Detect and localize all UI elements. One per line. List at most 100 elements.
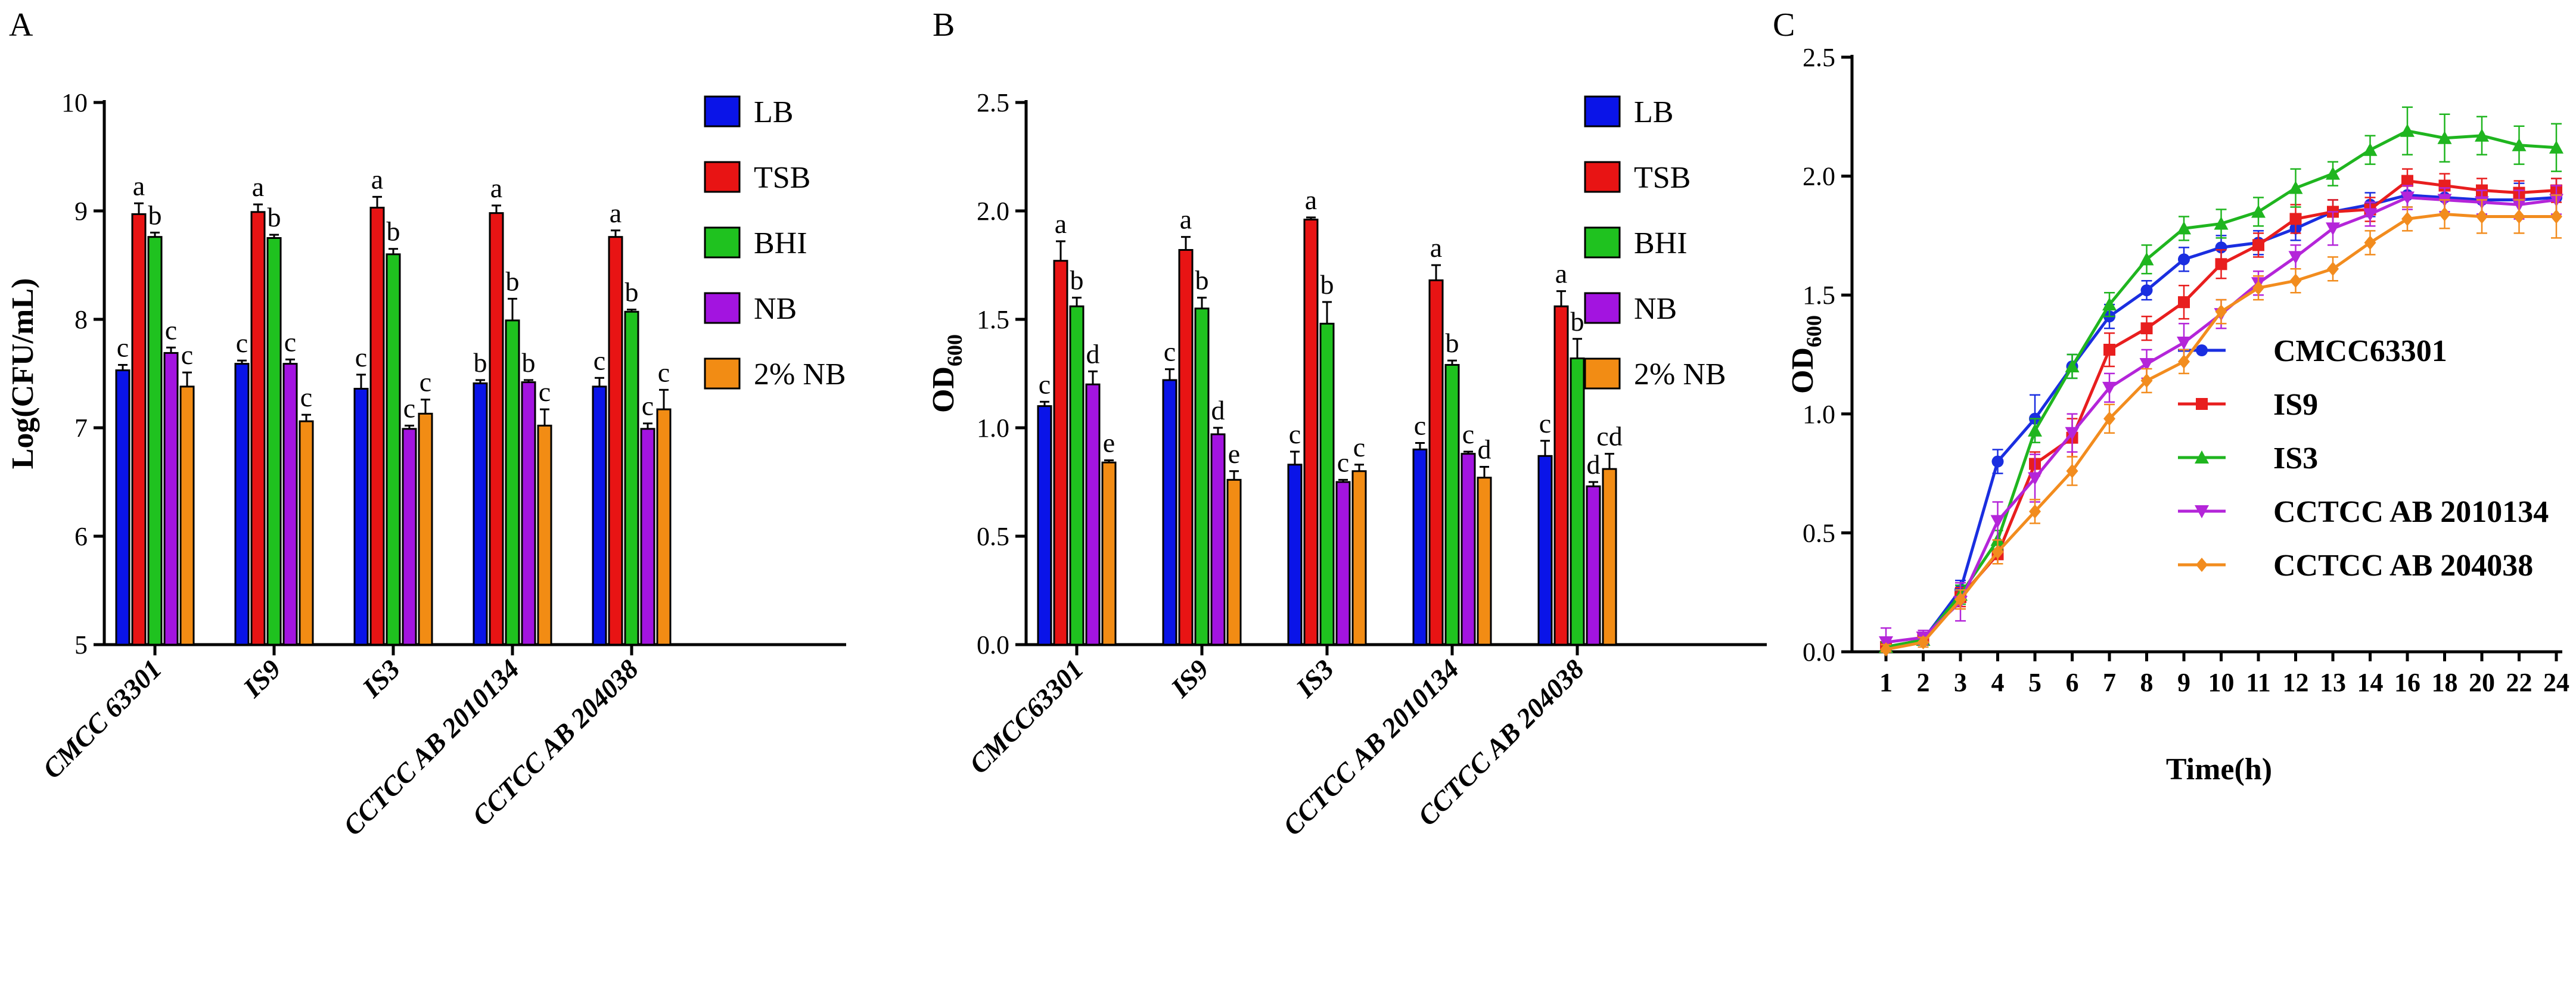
data-point bbox=[2251, 204, 2266, 218]
bar bbox=[1085, 383, 1101, 646]
data-point bbox=[2140, 284, 2153, 297]
bar bbox=[608, 236, 623, 646]
y-tick-label: 8 bbox=[74, 305, 88, 334]
bar bbox=[1194, 307, 1210, 646]
legend-swatch bbox=[1584, 292, 1621, 324]
legend-marker bbox=[2196, 398, 2208, 410]
data-point bbox=[2028, 472, 2042, 486]
bar bbox=[1053, 260, 1068, 646]
data-point bbox=[2289, 273, 2302, 288]
data-point bbox=[2401, 212, 2413, 226]
significance-letter: a bbox=[1180, 204, 1192, 235]
bar bbox=[1412, 448, 1428, 646]
legend-label: BHI bbox=[754, 226, 807, 260]
y-axis-label-sub: 600 bbox=[943, 334, 967, 366]
significance-letter: d bbox=[1478, 434, 1491, 465]
data-point bbox=[2139, 357, 2154, 371]
y-tick-label: 1.5 bbox=[977, 305, 1009, 334]
significance-letter: b bbox=[1446, 328, 1459, 358]
data-point bbox=[2140, 373, 2153, 388]
significance-letter: c bbox=[1039, 369, 1051, 399]
series-path bbox=[1885, 212, 2556, 651]
y-tick-label: 1.0 bbox=[977, 413, 1009, 443]
bar bbox=[1477, 477, 1492, 646]
y-axis-label: OD600 bbox=[927, 334, 967, 413]
legend-label: LB bbox=[754, 95, 793, 129]
y-axis-label: Log(CFU/mL) bbox=[6, 278, 40, 469]
data-point bbox=[2103, 411, 2115, 426]
data-point bbox=[2252, 239, 2264, 251]
bar bbox=[1335, 481, 1351, 646]
x-tick-label: 7 bbox=[2103, 668, 2116, 697]
legend-label: CMCC63301 bbox=[2273, 334, 2447, 368]
legend-marker bbox=[2196, 344, 2208, 356]
data-point bbox=[2550, 209, 2562, 224]
y-tick-label: 0.5 bbox=[977, 522, 1009, 551]
y-axis-label-main: OD bbox=[927, 366, 961, 413]
data-point bbox=[2065, 359, 2080, 372]
legend-marker bbox=[2195, 450, 2209, 464]
legend-label: 2% NB bbox=[1634, 357, 1726, 391]
y-axis-label: OD600 bbox=[1786, 315, 1826, 394]
x-category-label: CMCC 63301 bbox=[37, 654, 168, 785]
line-chart-C: C0.00.51.01.52.02.51 2 3 4 5 6 7 8 9 10 11 12 13 14 16… bbox=[1773, 7, 2569, 786]
legend-marker bbox=[2195, 505, 2209, 518]
data-point bbox=[2364, 235, 2376, 250]
data-point bbox=[2178, 354, 2190, 369]
bar bbox=[624, 310, 639, 646]
x-axis-label: Time(h) bbox=[2166, 752, 2272, 786]
panel-label: A bbox=[9, 7, 33, 43]
y-axis-label-sub: 600 bbox=[1802, 315, 1826, 347]
legend-swatch bbox=[1584, 161, 1621, 193]
bar bbox=[282, 363, 298, 646]
bar bbox=[1287, 464, 1303, 646]
legend-swatch bbox=[704, 357, 741, 390]
legend-label: CCTCC AB 204038 bbox=[2273, 549, 2533, 583]
x-tick-label: 9 bbox=[2177, 668, 2190, 697]
bar bbox=[473, 382, 488, 646]
legend-label: IS3 bbox=[2273, 441, 2318, 475]
data-point bbox=[2327, 262, 2339, 276]
bar bbox=[386, 253, 401, 646]
data-point bbox=[2363, 142, 2378, 156]
y-tick-label: 7 bbox=[74, 413, 88, 443]
x-tick-label: 4 bbox=[1991, 668, 2005, 697]
legend-swatch bbox=[704, 292, 741, 324]
bar bbox=[234, 363, 250, 646]
x-tick-label: 2 bbox=[1917, 668, 1930, 697]
data-point bbox=[2400, 123, 2415, 137]
significance-letter: b bbox=[522, 347, 536, 378]
legend-label: NB bbox=[1634, 292, 1677, 326]
data-point bbox=[2288, 181, 2303, 194]
bar-chart-B: B0.00.51.01.52.02.5OD600cabdeCMCC63301ca… bbox=[927, 7, 1767, 841]
x-tick-label: 24 bbox=[2543, 668, 2569, 697]
bar bbox=[1537, 455, 1553, 646]
panel-label: C bbox=[1773, 7, 1795, 43]
data-point bbox=[2102, 297, 2117, 311]
bar bbox=[1428, 279, 1444, 646]
data-point bbox=[2177, 337, 2191, 350]
significance-letter: b bbox=[1320, 269, 1334, 300]
significance-letter: c bbox=[181, 340, 193, 370]
data-point bbox=[2363, 208, 2378, 222]
significance-letter: b bbox=[1070, 265, 1084, 296]
data-point bbox=[2512, 138, 2527, 151]
significance-letter: c bbox=[420, 367, 431, 397]
x-category-label: IS9 bbox=[237, 654, 287, 704]
data-point bbox=[2549, 140, 2563, 154]
bar bbox=[1351, 470, 1367, 646]
y-tick-label: 5 bbox=[74, 630, 88, 660]
significance-letter: b bbox=[148, 200, 162, 230]
bar bbox=[592, 385, 607, 646]
data-point bbox=[2326, 166, 2340, 180]
significance-letter: d bbox=[1086, 338, 1100, 369]
bar bbox=[1303, 219, 1319, 646]
bar bbox=[369, 207, 385, 646]
y-tick-label: 1.5 bbox=[1803, 281, 1835, 310]
data-point bbox=[2066, 464, 2078, 478]
data-point bbox=[2475, 128, 2489, 142]
legend-swatch bbox=[1584, 95, 1621, 127]
significance-letter: c bbox=[539, 377, 551, 407]
significance-letter: c bbox=[593, 345, 605, 375]
